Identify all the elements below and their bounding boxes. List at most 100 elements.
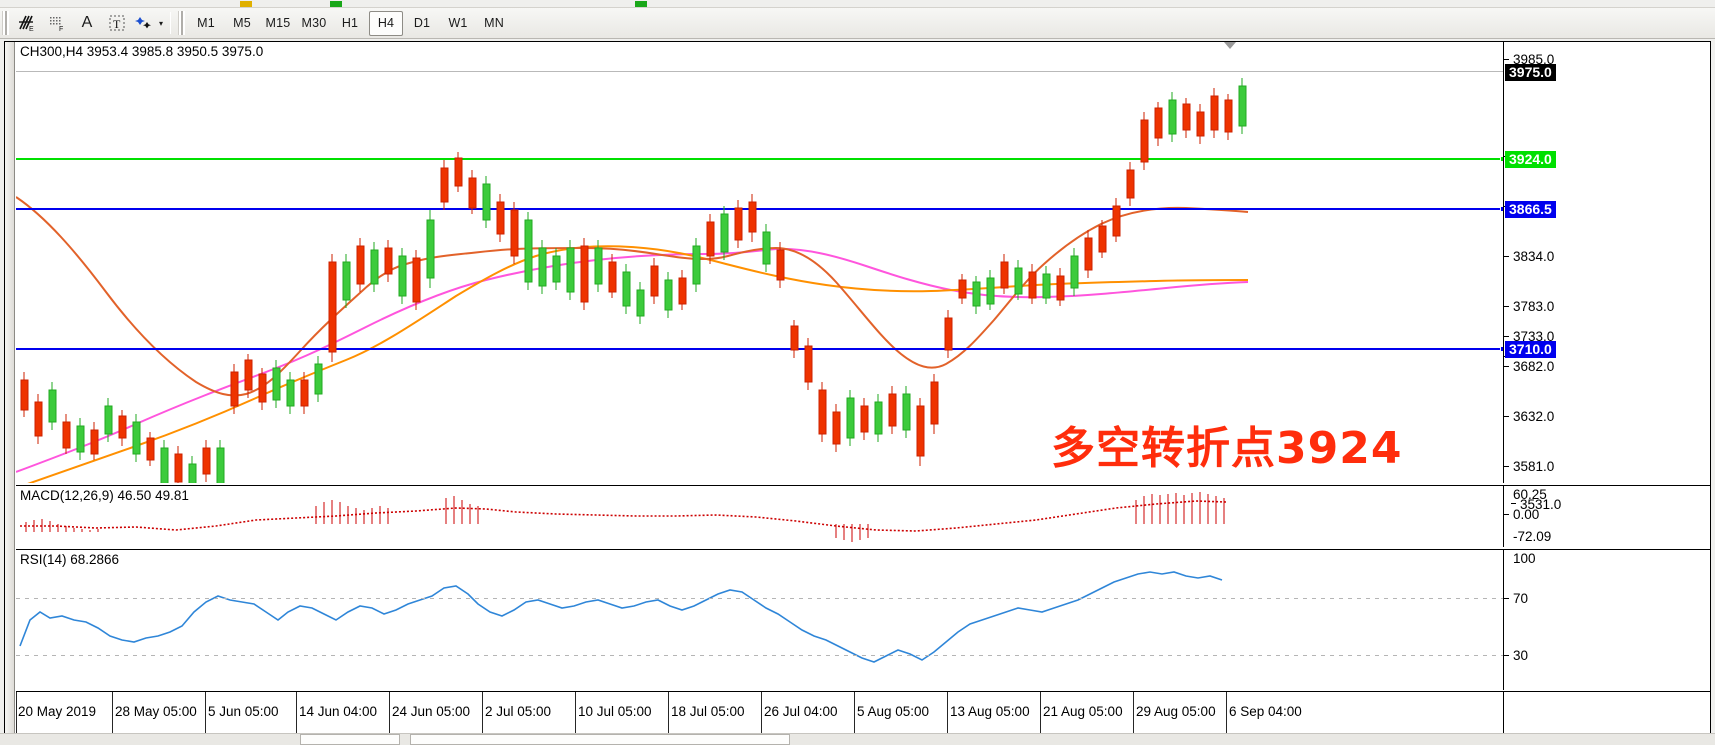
rsi-band-70 xyxy=(16,598,1503,599)
status-square-green-2 xyxy=(635,1,647,7)
level-badge-3924[interactable]: 3924.0 xyxy=(1505,151,1556,168)
rsi-plot[interactable] xyxy=(16,550,1503,690)
time-gridline xyxy=(1040,692,1041,740)
macd-series-svg xyxy=(20,492,1227,542)
svg-text:F: F xyxy=(59,26,63,33)
price-tick-dash xyxy=(1504,256,1509,257)
rsi-pane[interactable]: RSI(14) 68.2866 100 70 30 xyxy=(16,549,1710,690)
top-strip xyxy=(0,0,1715,8)
price-annotation-text: 多空转折点3924 xyxy=(1051,423,1403,474)
level-line-3710[interactable] xyxy=(16,346,1503,352)
text-a-glyph: A xyxy=(81,14,93,31)
timeframe-grip[interactable] xyxy=(178,11,186,35)
text-tool-icon[interactable]: A xyxy=(73,11,101,36)
toolbar-separator xyxy=(170,12,172,34)
grid-glyph: F xyxy=(50,17,63,33)
price-tick-dash xyxy=(1504,306,1509,307)
macd-pane-label: MACD(12,26,9) 46.50 49.81 xyxy=(20,488,189,503)
time-axis-plot: 20 May 2019 28 May 05:00 5 Jun 05:00 14 … xyxy=(16,692,1503,740)
time-gridline xyxy=(205,692,206,740)
time-gridline xyxy=(482,692,483,740)
rsi-series-svg xyxy=(19,571,1223,663)
rsi-band-30 xyxy=(16,655,1503,656)
macd-pane[interactable]: MACD(12,26,9) 46.50 49.81 xyxy=(16,485,1710,547)
ma-fast-path xyxy=(16,196,1249,397)
price-axis[interactable]: 3985.0 3975.0 3934.0 3924.0 3884.0 3866.… xyxy=(1503,42,1710,483)
text-label-icon[interactable]: T xyxy=(103,11,131,36)
objects-glyph xyxy=(135,17,151,29)
candles-group xyxy=(20,78,1247,483)
rsi-tick-70: 70 xyxy=(1513,591,1529,606)
level-badge-3710[interactable]: 3710.0 xyxy=(1505,341,1556,358)
svg-text:T: T xyxy=(113,17,121,31)
level-line-3924[interactable] xyxy=(16,156,1503,162)
time-label-2: 5 Jun 05:00 xyxy=(208,704,279,719)
time-label-0: 20 May 2019 xyxy=(18,704,97,719)
rsi-tick-100: 100 xyxy=(1513,551,1536,566)
time-gridline xyxy=(761,692,762,740)
price-pane[interactable]: CH300,H4 3953.4 3985.8 3950.5 3975.0 xyxy=(16,42,1710,483)
price-tick-3985: 3985.0 xyxy=(1513,52,1555,67)
rsi-tick-dash xyxy=(1504,598,1509,599)
timeframe-m30[interactable]: M30 xyxy=(301,16,327,30)
time-label-13: 6 Sep 04:00 xyxy=(1229,704,1302,719)
price-tick-3531: 3531.0 xyxy=(1520,497,1562,512)
macd-axis[interactable]: 60.25 0.00 -72.09 xyxy=(1503,486,1710,547)
crosshair-grid-icon[interactable]: F xyxy=(43,11,71,36)
vertical-scroll-rail[interactable] xyxy=(5,42,15,740)
spacer xyxy=(16,460,1710,461)
timeframe-h1[interactable]: H1 xyxy=(341,16,359,30)
price-tick-dash xyxy=(1504,466,1509,467)
time-gridline xyxy=(947,692,948,740)
rsi-pane-label: RSI(14) 68.2866 xyxy=(20,552,120,567)
time-label-9: 5 Aug 05:00 xyxy=(857,704,930,719)
timeframe-mn[interactable]: MN xyxy=(484,16,504,30)
time-gridline xyxy=(1133,692,1134,740)
price-tick-dash xyxy=(1504,59,1509,60)
gridline-current-price xyxy=(16,71,1503,72)
time-gridline xyxy=(668,692,669,740)
status-square-green xyxy=(330,1,342,7)
price-tick-3733: 3733.0 xyxy=(1513,329,1555,344)
svg-text:E: E xyxy=(29,26,34,33)
label-t-glyph: T xyxy=(109,15,125,31)
timeframe-m15[interactable]: M15 xyxy=(265,16,291,30)
price-tick-3834: 3834.0 xyxy=(1513,249,1555,264)
timeframe-h4[interactable]: H4 xyxy=(369,10,404,36)
level-line-3866[interactable] xyxy=(16,206,1503,212)
level-badge-3866[interactable]: 3866.5 xyxy=(1505,201,1556,218)
time-label-5: 2 Jul 05:00 xyxy=(485,704,552,719)
chevron-down-icon[interactable]: ▾ xyxy=(159,18,164,28)
rsi-tick-dash xyxy=(1504,655,1509,656)
level-anchor-3924[interactable] xyxy=(1500,156,1503,162)
time-gridline xyxy=(389,692,390,740)
rsi-tick-30: 30 xyxy=(1513,648,1529,663)
current-price-badge: 3975.0 xyxy=(1505,64,1556,81)
time-label-3: 14 Jun 04:00 xyxy=(299,704,378,719)
timeframe-m5[interactable]: M5 xyxy=(233,16,251,30)
macd-plot[interactable] xyxy=(16,486,1503,547)
price-tick-3531-dash xyxy=(1511,503,1516,504)
time-label-6: 10 Jul 05:00 xyxy=(578,704,652,719)
time-gridline xyxy=(16,692,17,740)
indicators-icon[interactable]: E xyxy=(13,11,41,36)
timeframe-w1[interactable]: W1 xyxy=(448,16,468,30)
time-axis-pane[interactable]: 20 May 2019 28 May 05:00 5 Jun 05:00 14 … xyxy=(16,691,1710,740)
timeframe-m1[interactable]: M1 xyxy=(197,16,215,30)
price-tick-3682: 3682.0 xyxy=(1513,359,1555,374)
toolbar-grip[interactable] xyxy=(2,11,9,35)
level-anchor-3866[interactable] xyxy=(1500,206,1503,212)
objects-icon[interactable]: ▾ xyxy=(133,11,164,36)
timeframe-d1[interactable]: D1 xyxy=(413,16,431,30)
level-anchor-3710[interactable] xyxy=(1500,346,1503,352)
rsi-axis[interactable]: 100 70 30 xyxy=(1503,550,1710,690)
time-label-7: 18 Jul 05:00 xyxy=(671,704,745,719)
indicators-glyph: E xyxy=(19,15,34,33)
price-plot[interactable]: 多空转折点3924 xyxy=(16,42,1503,483)
time-gridline xyxy=(296,692,297,740)
chart-panes: CH300,H4 3953.4 3985.8 3950.5 3975.0 xyxy=(16,42,1710,740)
time-gridline xyxy=(112,692,113,740)
status-square-yellow xyxy=(240,1,252,7)
cursor-marker-icon xyxy=(1224,42,1236,49)
